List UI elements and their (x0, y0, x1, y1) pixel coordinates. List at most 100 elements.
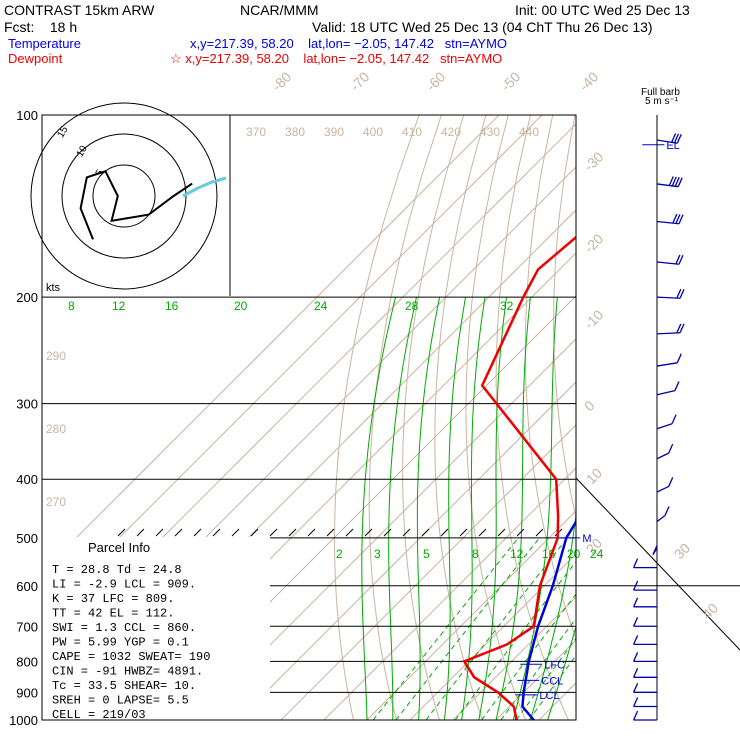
moist-adiabat-line (495, 297, 531, 720)
pressure-label: 800 (16, 654, 38, 669)
parcel-info-row: SREH = 0 LAPSE= 5.5 (52, 694, 189, 708)
hatch-mark (136, 528, 145, 537)
barb-unit: 5 m s⁻¹ (645, 96, 679, 107)
hatch-mark (212, 528, 221, 537)
hatch-mark (269, 528, 278, 537)
mixing-ratio-label: 28 (405, 299, 419, 313)
isotherm-line (538, 682, 576, 720)
mixing-ratio-label: 8 (472, 547, 479, 561)
mixing-ratio-label: 20 (567, 547, 581, 561)
wind-barb-shaft (656, 389, 676, 396)
mixing-ratio-label: 5 (423, 547, 430, 561)
dry-adiabat-line (581, 115, 698, 720)
hatch-mark (288, 528, 297, 537)
mixing-ratio-label: 2 (336, 547, 343, 561)
pressure-axis: 100 200 300 400 500 600 700 800 900 1000 (9, 108, 38, 728)
hatch-mark (117, 528, 126, 537)
theta-label: 370 (246, 125, 266, 139)
hatch-mark (535, 528, 544, 537)
wind-barb-shaft (656, 183, 679, 188)
wind-barb (633, 652, 657, 663)
frame-slant (575, 477, 740, 651)
isotherm-line (366, 510, 576, 720)
mixing-ratio-line (481, 593, 576, 720)
pressure-label: 500 (16, 531, 38, 546)
isotherm-line (323, 467, 576, 720)
wind-barb (633, 710, 657, 721)
isotherm-line (42, 115, 500, 573)
isotherm-label: 0 (581, 397, 598, 414)
wind-barb-shaft (656, 452, 669, 460)
header: CONTRAST 15km ARW NCAR/MMM Init: 00 UTC … (4, 2, 690, 107)
wind-barb-flag (679, 323, 685, 333)
moist-adiabat-line (388, 296, 417, 720)
wind-barb (656, 414, 677, 430)
dewpoint-station-info: ☆ x,y=217.39, 58.20 lat,lon= −2.05, 147.… (170, 51, 502, 66)
wind-barb-shaft (656, 332, 681, 335)
dry-adiabat-line (333, 115, 420, 720)
dry-adiabat-line (368, 115, 442, 720)
init-time: Init: 00 UTC Wed 25 Dec 13 (515, 2, 690, 18)
hodograph-background (42, 115, 230, 296)
theta-label: 410 (402, 125, 422, 139)
theta-label: 280 (46, 422, 66, 436)
theta-label: 270 (46, 495, 66, 509)
pressure-label: 900 (16, 685, 38, 700)
mixing-ratio-line (515, 637, 576, 720)
pressure-label: 600 (16, 579, 38, 594)
mixing-ratio-label: 12 (112, 299, 126, 313)
wind-barb-flag (668, 477, 674, 487)
theta-label: 440 (519, 125, 539, 139)
hatch-mark (345, 528, 354, 537)
hodograph-ring (92, 164, 156, 228)
isotherm-label: -10 (581, 306, 607, 332)
wind-barb-flag (670, 133, 677, 143)
isotherm-line (237, 381, 576, 720)
level-marker-label: LCL (539, 690, 559, 702)
wind-barb (656, 381, 680, 396)
hatch-mark (326, 528, 335, 537)
dry-adiabat-line (465, 115, 526, 720)
mixing-ratio-label: 24 (590, 547, 604, 561)
hodograph-upper-segment (182, 176, 227, 198)
hatch-mark (155, 528, 164, 537)
isotherm-label: -30 (581, 148, 607, 174)
wind-barb-flag (678, 254, 684, 265)
dry-adiabat-line (434, 115, 487, 720)
parcel-info-row: Tc = 33.5 SHEAR= 10. (52, 679, 196, 693)
wind-barb (633, 635, 657, 646)
parcel-info-row: SWI = 1.3 CCL = 860. (52, 621, 196, 635)
plot-frame (41, 114, 577, 721)
temperature-station-info: x,y=217.39, 58.20 lat,lon= −2.05, 147.42… (190, 36, 507, 51)
wind-barb (633, 683, 657, 693)
mixing-ratio-label: 24 (314, 299, 328, 313)
isotherm-label: -60 (423, 68, 449, 94)
wind-barb-flag (671, 414, 677, 424)
parcel-info-row: K = 37 LFC = 809. (52, 592, 174, 606)
wind-barb (633, 580, 657, 591)
hatch-mark (250, 528, 259, 537)
mixing-ratio-line (372, 537, 519, 720)
isotherm-line (194, 338, 576, 720)
isotherm-line (42, 115, 543, 616)
wind-barb-flag (633, 580, 639, 591)
isotherm-label: -40 (576, 68, 602, 94)
wind-barb-shaft (656, 362, 678, 367)
mixing-ratio-label: 8 (68, 299, 75, 313)
model-title: CONTRAST 15km ARW (4, 2, 155, 18)
wind-barb-flag (675, 254, 681, 265)
dewpoint-profile (462, 235, 576, 720)
theta-label: 400 (363, 125, 383, 139)
wind-barb-flag (679, 288, 685, 299)
wind-barb-shaft (656, 423, 673, 430)
mixing-ratio-line (454, 560, 576, 720)
wind-barb (656, 176, 683, 188)
pressure-label: 100 (16, 108, 38, 123)
hatch-mark (174, 528, 183, 537)
wind-barb-flag (633, 697, 639, 707)
hodograph-ring (30, 102, 218, 290)
level-marker-label: M (582, 533, 591, 545)
wind-barb-flag (676, 134, 682, 144)
temperature-legend: Temperature (8, 36, 81, 51)
